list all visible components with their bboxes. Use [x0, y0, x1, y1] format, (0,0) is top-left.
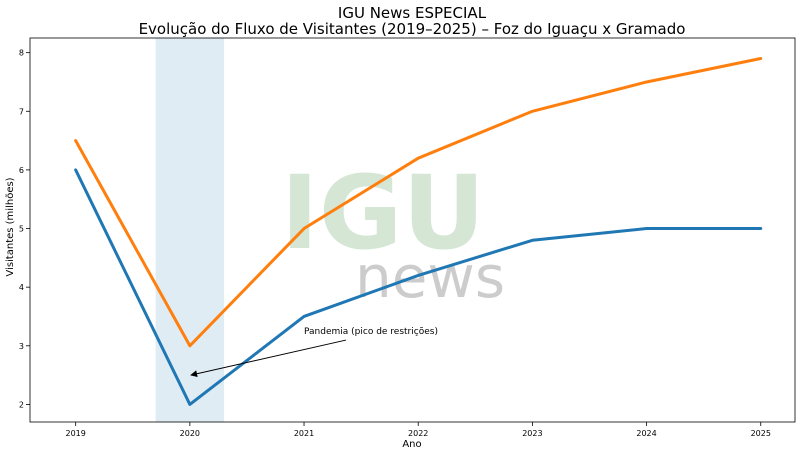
- y-tick-label: 5: [19, 225, 24, 234]
- x-axis-label: Ano: [402, 439, 421, 450]
- y-tick-label: 3: [19, 342, 24, 351]
- x-tick-label: 2023: [522, 429, 542, 438]
- x-tick-label: 2019: [65, 429, 85, 438]
- x-tick-label: 2021: [294, 429, 314, 438]
- plot-frame: [29, 37, 796, 423]
- annotation-text: Pandemia (pico de restrições): [304, 327, 438, 337]
- x-tick-label: 2024: [636, 429, 656, 438]
- chart-subtitle: Evolução do Fluxo de Visitantes (2019–20…: [139, 20, 686, 38]
- chart-title: IGU News ESPECIAL: [338, 4, 487, 22]
- series-line-2: [74, 57, 763, 348]
- annotation-arrow: [190, 339, 347, 378]
- y-tick-label: 2: [19, 400, 24, 409]
- x-tick-label: 2025: [751, 429, 771, 438]
- watermark-sub-text: news: [355, 243, 505, 311]
- y-tick-label: 4: [19, 283, 24, 292]
- x-tick-label: 2020: [180, 429, 200, 438]
- y-axis-label: Visitantes (milhões): [5, 177, 16, 276]
- watermark-logo-text: IGU: [281, 154, 486, 273]
- y-tick-label: 8: [19, 49, 24, 58]
- y-tick-label: 6: [19, 166, 24, 175]
- y-tick-label: 7: [19, 107, 24, 116]
- x-tick-label: 2022: [408, 429, 428, 438]
- pandemic-highlight-span: [155, 38, 225, 422]
- series-line-1: [74, 168, 763, 406]
